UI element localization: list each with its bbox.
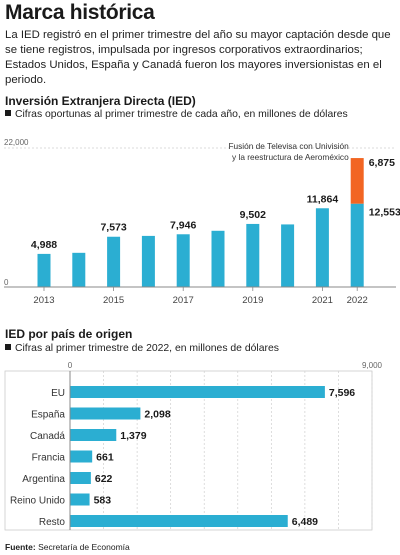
value-label: 6,489: [292, 516, 318, 528]
category-label: Reino Unido: [10, 496, 65, 507]
ied-by-country-chart: 0 9,000 EU 7,596 España 2,098 Canadá 1,379 Franc…: [4, 361, 383, 531]
bar-españa: [70, 407, 141, 420]
data-label-2015: 7,573: [100, 222, 126, 234]
category-label: España: [31, 410, 65, 421]
x-tick-label: 2022: [347, 295, 368, 306]
x-tick-label: 2015: [103, 295, 124, 306]
x-tick-label: 2013: [33, 295, 54, 306]
bar-2013: [37, 253, 51, 287]
category-label: Argentina: [22, 474, 65, 485]
chart2-title: IED por país de origen: [5, 327, 133, 341]
bullet-square-icon: [5, 344, 11, 350]
plot-frame: [4, 370, 373, 531]
value-label: 2,098: [144, 409, 170, 421]
bar-2015: [107, 236, 121, 287]
x-tick-label: 9,000: [362, 361, 383, 370]
annotation-line-1: Fusión de Televisa con Univisión: [228, 141, 349, 151]
x-tick-label: 2021: [312, 295, 333, 306]
bar-canadá: [70, 429, 117, 441]
data-label-2021: 11,864: [307, 193, 339, 205]
bar-2021: [315, 208, 329, 287]
x-tick-label: 2019: [242, 295, 263, 306]
category-label: Francia: [32, 453, 66, 464]
bar-argentina: [70, 472, 91, 484]
bar-extra-2022: [350, 158, 364, 204]
bar-francia: [70, 450, 93, 463]
data-label-2022: 12,553: [369, 207, 400, 219]
bar-2020: [281, 224, 295, 287]
data-label-2017: 7,946: [170, 219, 196, 231]
category-label: Resto: [39, 517, 66, 528]
value-label: 661: [96, 452, 114, 464]
value-label: 622: [95, 473, 113, 485]
bar-2014: [72, 252, 86, 287]
data-label-2013: 4,988: [31, 239, 57, 251]
bar-resto: [70, 515, 288, 527]
y-tick-label: 0: [4, 278, 9, 287]
bar-2017: [176, 234, 190, 287]
bar-2022: [350, 203, 364, 287]
chart1-title: Inversión Extranjera Directa (IED): [5, 94, 196, 108]
page-title: Marca histórica: [5, 1, 155, 24]
bar-2016: [141, 235, 155, 287]
value-label: 1,379: [120, 430, 146, 442]
data-label-2019: 9,502: [240, 209, 266, 221]
bar-2018: [211, 230, 225, 287]
x-tick-label: 0: [68, 361, 73, 370]
chart1-subtitle: Cifras oportunas al primer trimestre de …: [5, 109, 348, 120]
source-label: Fuente:: [5, 542, 36, 552]
value-label: 583: [94, 495, 112, 507]
bar-2019: [246, 223, 260, 287]
x-tick-label: 2017: [173, 295, 194, 306]
data-label-extra-2022: 6,875: [369, 157, 395, 169]
chart2-subtitle: Cifras al primer trimestre de 2022, en m…: [5, 343, 279, 354]
source-note: Fuente: Secretaría de Economía: [5, 542, 130, 552]
chart1-subtitle-text: Cifras oportunas al primer trimestre de …: [15, 109, 348, 120]
intro-text: La IED registró en el primer trimestre d…: [5, 29, 391, 86]
source-text: Secretaría de Economía: [38, 542, 130, 552]
y-tick-label: 22,000: [4, 138, 29, 147]
bar-reino-unido: [70, 493, 90, 506]
chart2-subtitle-text: Cifras al primer trimestre de 2022, en m…: [15, 343, 279, 354]
ied-yearly-chart: 22,000 0 4,988 2013 7,573 2015 7,946 2017 9,502 2…: [4, 138, 400, 306]
bullet-square-icon: [5, 110, 11, 116]
annotation-line-2: y la reestructura de Aeroméxico: [232, 152, 349, 162]
category-label: EU: [51, 388, 65, 399]
value-label: 7,596: [329, 387, 355, 399]
category-label: Canadá: [30, 431, 65, 442]
bar-eu: [70, 386, 325, 398]
